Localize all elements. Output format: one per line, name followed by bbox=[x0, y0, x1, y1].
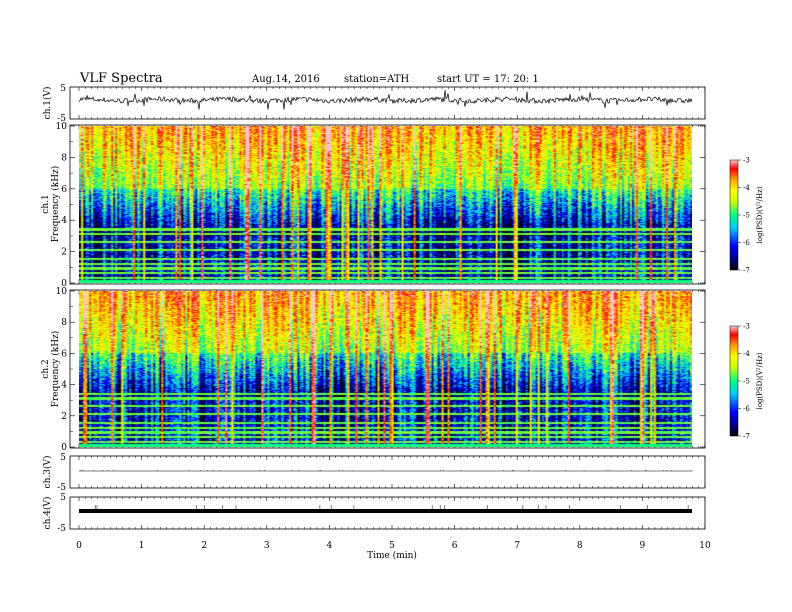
ch2-colorbar bbox=[729, 325, 739, 437]
colorbar2-tick-label--7: -7 bbox=[743, 433, 750, 441]
x-axis-label: Time (min) bbox=[367, 550, 417, 561]
colorbar2-tick-label--5: -5 bbox=[743, 378, 750, 386]
ch2-spectrogram-ylabel-frequency: Frequency (kHz) bbox=[50, 331, 61, 408]
colorbar1-tick-label--5: -5 bbox=[743, 212, 750, 220]
ch4-ytick-top: 5 bbox=[60, 493, 66, 503]
colorbar1-tick-label--7: -7 bbox=[743, 267, 750, 275]
ch1-waveform-trace bbox=[78, 89, 693, 110]
x-tick-label-7: 7 bbox=[514, 541, 520, 551]
x-tick-label-0: 0 bbox=[76, 541, 82, 551]
ch1-colorbar bbox=[729, 159, 739, 271]
spec2-ytick-label-4: 4 bbox=[61, 381, 67, 391]
spec1-ytick-label-2: 2 bbox=[61, 248, 67, 258]
spec1-ytick-label-0: 0 bbox=[61, 279, 67, 289]
x-tick-label-9: 9 bbox=[640, 541, 646, 551]
spec1-ytick-label-6: 6 bbox=[61, 185, 67, 195]
colorbar1-tick-label--3: -3 bbox=[743, 157, 750, 165]
spec2-ytick-label-8: 8 bbox=[61, 318, 67, 328]
spec2-ytick-label-10: 10 bbox=[56, 287, 68, 297]
x-tick-label-10: 10 bbox=[699, 541, 711, 551]
colorbar2-tick-label--4: -4 bbox=[743, 350, 750, 358]
ch4-ytick-bottom: -5 bbox=[57, 524, 66, 534]
ch1-ytick-bottom: -5 bbox=[57, 114, 66, 124]
date-label: Aug.14, 2016 bbox=[251, 74, 320, 85]
colorbar1-tick-label--6: -6 bbox=[743, 239, 750, 247]
ch1-spectrogram-ylabel-channel: ch.1 bbox=[41, 194, 51, 213]
ch3-waveform-frame bbox=[69, 455, 706, 489]
ch2-spectrogram-heatmap bbox=[79, 291, 692, 447]
x-tick-label-8: 8 bbox=[577, 541, 583, 551]
x-tick-label-6: 6 bbox=[452, 541, 458, 551]
spec2-ytick-label-2: 2 bbox=[61, 412, 67, 422]
spec2-ytick-label-6: 6 bbox=[61, 349, 67, 359]
ch3-ytick-bottom: -5 bbox=[57, 483, 66, 493]
x-tick-label-1: 1 bbox=[139, 541, 145, 551]
ch4-waveform-ylabel: ch.4(V) bbox=[42, 497, 53, 530]
spec1-ytick-label-4: 4 bbox=[61, 216, 67, 226]
ch1-waveform-ylabel: ch.1(V) bbox=[42, 87, 53, 120]
colorbar2-tick-label--6: -6 bbox=[743, 405, 750, 413]
ch1-waveform-frame bbox=[69, 86, 706, 120]
spec1-ytick-label-10: 10 bbox=[56, 122, 68, 132]
station-label: station=ATH bbox=[344, 74, 410, 85]
ch2-colorbar-label: log(PSD)(V²/Hz) bbox=[756, 352, 764, 409]
x-tick-label-4: 4 bbox=[327, 541, 333, 551]
ch1-spectrogram-heatmap bbox=[79, 126, 692, 283]
ch2-spectrogram-ylabel-channel: ch.2 bbox=[41, 359, 51, 378]
spec2-ytick-label-0: 0 bbox=[61, 443, 67, 453]
spec1-ytick-label-8: 8 bbox=[61, 153, 67, 163]
start-time-label: start UT = 17: 20: 1 bbox=[437, 74, 539, 85]
ch1-spectrogram-ylabel-frequency: Frequency (kHz) bbox=[50, 166, 61, 243]
x-tick-label-5: 5 bbox=[389, 541, 395, 551]
colorbar1-tick-label--4: -4 bbox=[743, 184, 750, 192]
ch4-waveform-frame bbox=[69, 496, 706, 530]
ch1-ytick-top: 5 bbox=[60, 84, 66, 94]
x-tick-label-2: 2 bbox=[201, 541, 207, 551]
x-tick-label-3: 3 bbox=[264, 541, 270, 551]
ch1-colorbar-label: log(PSD)(V²/Hz) bbox=[756, 186, 764, 243]
ch4-waveform-trace bbox=[79, 509, 692, 513]
ch3-ytick-top: 5 bbox=[60, 453, 66, 463]
ch3-waveform-ylabel: ch.3(V) bbox=[42, 456, 53, 489]
colorbar2-tick-label--3: -3 bbox=[743, 323, 750, 331]
figure-title: VLF Spectra bbox=[79, 71, 163, 86]
